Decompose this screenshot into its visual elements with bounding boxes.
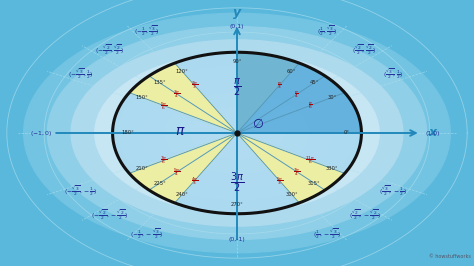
Text: $\frac{5\pi}{3}$: $\frac{5\pi}{3}$ [275, 174, 283, 186]
Ellipse shape [118, 66, 356, 200]
Ellipse shape [71, 40, 403, 226]
Polygon shape [113, 52, 361, 214]
Text: (1,0): (1,0) [425, 131, 440, 135]
Text: $\emptyset$: $\emptyset$ [252, 117, 264, 131]
Text: 270°: 270° [231, 202, 243, 207]
Text: $(-\frac{\sqrt{3}}{2},\frac{1}{2})$: $(-\frac{\sqrt{3}}{2},\frac{1}{2})$ [68, 68, 94, 81]
Text: $(\frac{\sqrt{2}}{2},-\frac{\sqrt{2}}{2})$: $(\frac{\sqrt{2}}{2},-\frac{\sqrt{2}}{2}… [348, 209, 381, 222]
Text: $\frac{\pi}{3}$: $\frac{\pi}{3}$ [277, 80, 282, 91]
Text: © howstuffworks: © howstuffworks [428, 254, 470, 259]
Text: $\frac{2\pi}{3}$: $\frac{2\pi}{3}$ [191, 80, 199, 92]
Ellipse shape [47, 27, 427, 239]
Polygon shape [237, 52, 361, 133]
Text: 225°: 225° [153, 181, 166, 186]
Text: $(-\frac{\sqrt{2}}{2},\frac{\sqrt{2}}{2})$: $(-\frac{\sqrt{2}}{2},\frac{\sqrt{2}}{2}… [95, 44, 124, 57]
Text: $\pi$: $\pi$ [175, 124, 185, 138]
Text: $(\frac{\sqrt{3}}{2},\frac{1}{2})$: $(\frac{\sqrt{3}}{2},\frac{1}{2})$ [383, 68, 403, 81]
Text: $\frac{11\pi}{6}$: $\frac{11\pi}{6}$ [305, 155, 315, 167]
Text: 210°: 210° [136, 166, 148, 171]
Text: $(\frac{\sqrt{2}}{2},\frac{\sqrt{2}}{2})$: $(\frac{\sqrt{2}}{2},\frac{\sqrt{2}}{2})… [352, 44, 377, 57]
Text: $\frac{\pi}{2}$: $\frac{\pi}{2}$ [233, 77, 241, 98]
Text: (0,1): (0,1) [230, 24, 244, 29]
Ellipse shape [190, 106, 284, 160]
Text: 300°: 300° [285, 192, 298, 197]
Text: $\frac{\pi}{4}$: $\frac{\pi}{4}$ [294, 89, 299, 99]
Text: 30°: 30° [327, 95, 337, 100]
Text: 150°: 150° [136, 95, 148, 100]
Text: y: y [233, 6, 241, 19]
Polygon shape [129, 63, 237, 133]
Text: 135°: 135° [153, 80, 166, 85]
Ellipse shape [142, 80, 332, 186]
Text: 90°: 90° [232, 59, 242, 64]
Text: $(\frac{1}{2},\frac{\sqrt{3}}{2})$: $(\frac{1}{2},\frac{\sqrt{3}}{2})$ [317, 25, 337, 38]
Polygon shape [129, 133, 237, 203]
Text: 330°: 330° [326, 166, 338, 171]
Text: 45°: 45° [310, 80, 319, 85]
Text: 0°: 0° [344, 131, 349, 135]
Text: $\frac{\pi}{6}$: $\frac{\pi}{6}$ [308, 100, 313, 111]
Ellipse shape [213, 120, 261, 146]
Text: $\frac{5\pi}{4}$: $\frac{5\pi}{4}$ [173, 166, 181, 178]
Ellipse shape [166, 93, 308, 173]
Text: $\frac{4\pi}{3}$: $\frac{4\pi}{3}$ [191, 174, 199, 186]
Ellipse shape [95, 53, 379, 213]
Text: 60°: 60° [287, 69, 296, 74]
Text: $(-1,0)$: $(-1,0)$ [30, 128, 53, 138]
Text: $(\frac{1}{2},-\frac{\sqrt{3}}{2})$: $(\frac{1}{2},-\frac{\sqrt{3}}{2})$ [313, 228, 341, 241]
Text: $(\frac{\sqrt{3}}{2},-\frac{1}{2})$: $(\frac{\sqrt{3}}{2},-\frac{1}{2})$ [379, 185, 407, 198]
Polygon shape [237, 52, 299, 133]
Text: $(-\frac{1}{2},-\frac{\sqrt{3}}{2})$: $(-\frac{1}{2},-\frac{\sqrt{3}}{2})$ [130, 228, 164, 241]
Polygon shape [237, 133, 345, 203]
Text: x: x [429, 127, 437, 139]
Text: 240°: 240° [176, 192, 189, 197]
Text: $(-\frac{\sqrt{2}}{2},-\frac{\sqrt{2}}{2})$: $(-\frac{\sqrt{2}}{2},-\frac{\sqrt{2}}{2… [91, 209, 128, 222]
Text: 180°: 180° [121, 131, 134, 135]
Text: 120°: 120° [176, 69, 189, 74]
Text: $(-\frac{\sqrt{3}}{2},-\frac{1}{2})$: $(-\frac{\sqrt{3}}{2},-\frac{1}{2})$ [64, 185, 98, 198]
Text: $\frac{7\pi}{6}$: $\frac{7\pi}{6}$ [160, 155, 167, 167]
Text: $\frac{5\pi}{6}$: $\frac{5\pi}{6}$ [160, 99, 167, 111]
Text: $(-\frac{1}{2},\frac{\sqrt{3}}{2})$: $(-\frac{1}{2},\frac{\sqrt{3}}{2})$ [134, 25, 160, 38]
Text: $\frac{3\pi}{4}$: $\frac{3\pi}{4}$ [173, 88, 181, 100]
Text: (0,-1): (0,-1) [228, 237, 246, 242]
Text: 315°: 315° [308, 181, 321, 186]
Text: $\frac{7\pi}{4}$: $\frac{7\pi}{4}$ [293, 166, 301, 178]
Text: $\frac{3\pi}{2}$: $\frac{3\pi}{2}$ [230, 170, 244, 194]
Ellipse shape [24, 13, 450, 253]
